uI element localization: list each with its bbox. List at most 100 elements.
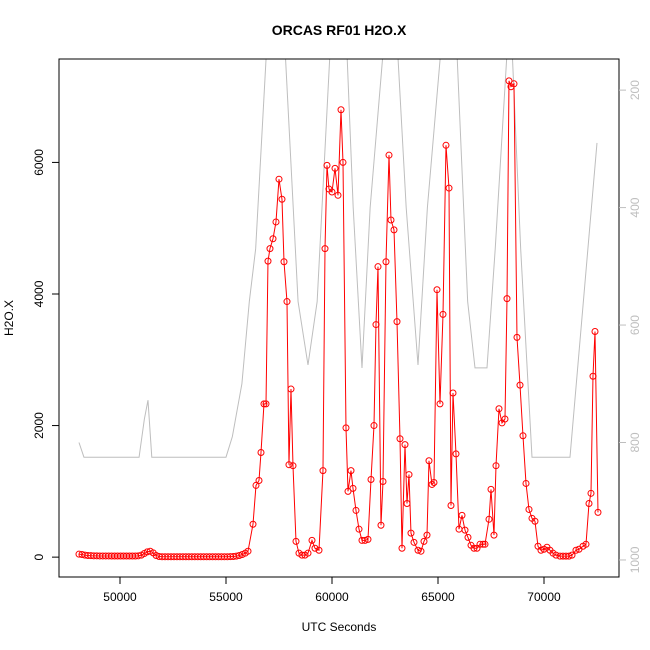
point [464,533,472,541]
point [278,195,286,203]
point [298,551,306,559]
point [442,141,450,149]
point [501,415,509,423]
point [275,175,283,183]
point [367,476,375,484]
y-tick-label: 4000 [32,280,46,307]
point [405,471,413,479]
point [339,158,347,166]
chart-title: ORCAS RF01 H2O.X [272,22,407,38]
point [266,245,274,253]
point [262,400,270,408]
point [342,424,350,432]
point [319,467,327,475]
point [585,500,593,508]
point [433,286,441,294]
point [379,477,387,485]
y-tick-label: 2000 [32,412,46,439]
point [315,546,323,554]
x-tick-label: 60000 [315,590,349,604]
point [531,517,539,525]
point [311,544,319,552]
point [134,552,142,560]
point [447,501,455,509]
point [407,529,415,537]
point [420,537,428,545]
point [352,506,360,514]
point [272,218,280,226]
point [280,258,288,266]
point [490,531,498,539]
point [479,540,487,548]
point [428,480,436,488]
point [398,544,406,552]
point [289,462,297,470]
point [355,525,363,533]
point [449,389,457,397]
point [516,381,524,389]
point [382,258,390,266]
point [337,106,345,114]
x-tick-label: 70000 [527,590,561,604]
x-tick-label: 50000 [103,590,137,604]
y-axis-label: H2O.X [2,300,16,336]
plot-area [75,59,602,561]
x-tick-label: 65000 [421,590,455,604]
point [414,546,422,554]
point [321,245,329,253]
point [347,467,355,475]
point [582,540,590,548]
point [377,521,385,529]
point [235,551,243,559]
point [461,526,469,534]
point [513,333,521,341]
line [78,59,598,458]
point [439,310,447,318]
point [552,551,560,559]
point [481,540,489,548]
point [372,321,380,329]
point [260,400,268,408]
point [283,298,291,306]
point [257,449,265,457]
point [370,422,378,430]
point [568,551,576,559]
plot-frame [58,58,620,578]
y2-tick-label: 400 [628,197,642,217]
point [285,461,293,469]
point [525,505,533,513]
point [470,544,478,552]
point [249,520,257,528]
y2-tick-label: 200 [628,80,642,100]
point [519,432,527,440]
point [390,226,398,234]
point [374,263,382,271]
point [587,489,595,497]
point [331,164,339,172]
point [594,508,602,516]
point [510,80,518,88]
point [452,450,460,458]
point [255,476,263,484]
point [244,547,252,555]
point [264,257,272,265]
point [323,161,331,169]
point [387,216,395,224]
point [304,549,312,557]
point [503,295,511,303]
line [78,80,599,558]
point [364,535,372,543]
point [458,511,466,519]
point [492,462,500,470]
y2-tick-label: 1000 [628,546,642,573]
point [565,552,573,560]
point [589,372,597,380]
point [401,441,409,449]
point [485,515,493,523]
point [505,77,513,85]
point [591,327,599,335]
y2-tick-label: 800 [628,432,642,452]
point [417,547,425,555]
point [252,481,260,489]
